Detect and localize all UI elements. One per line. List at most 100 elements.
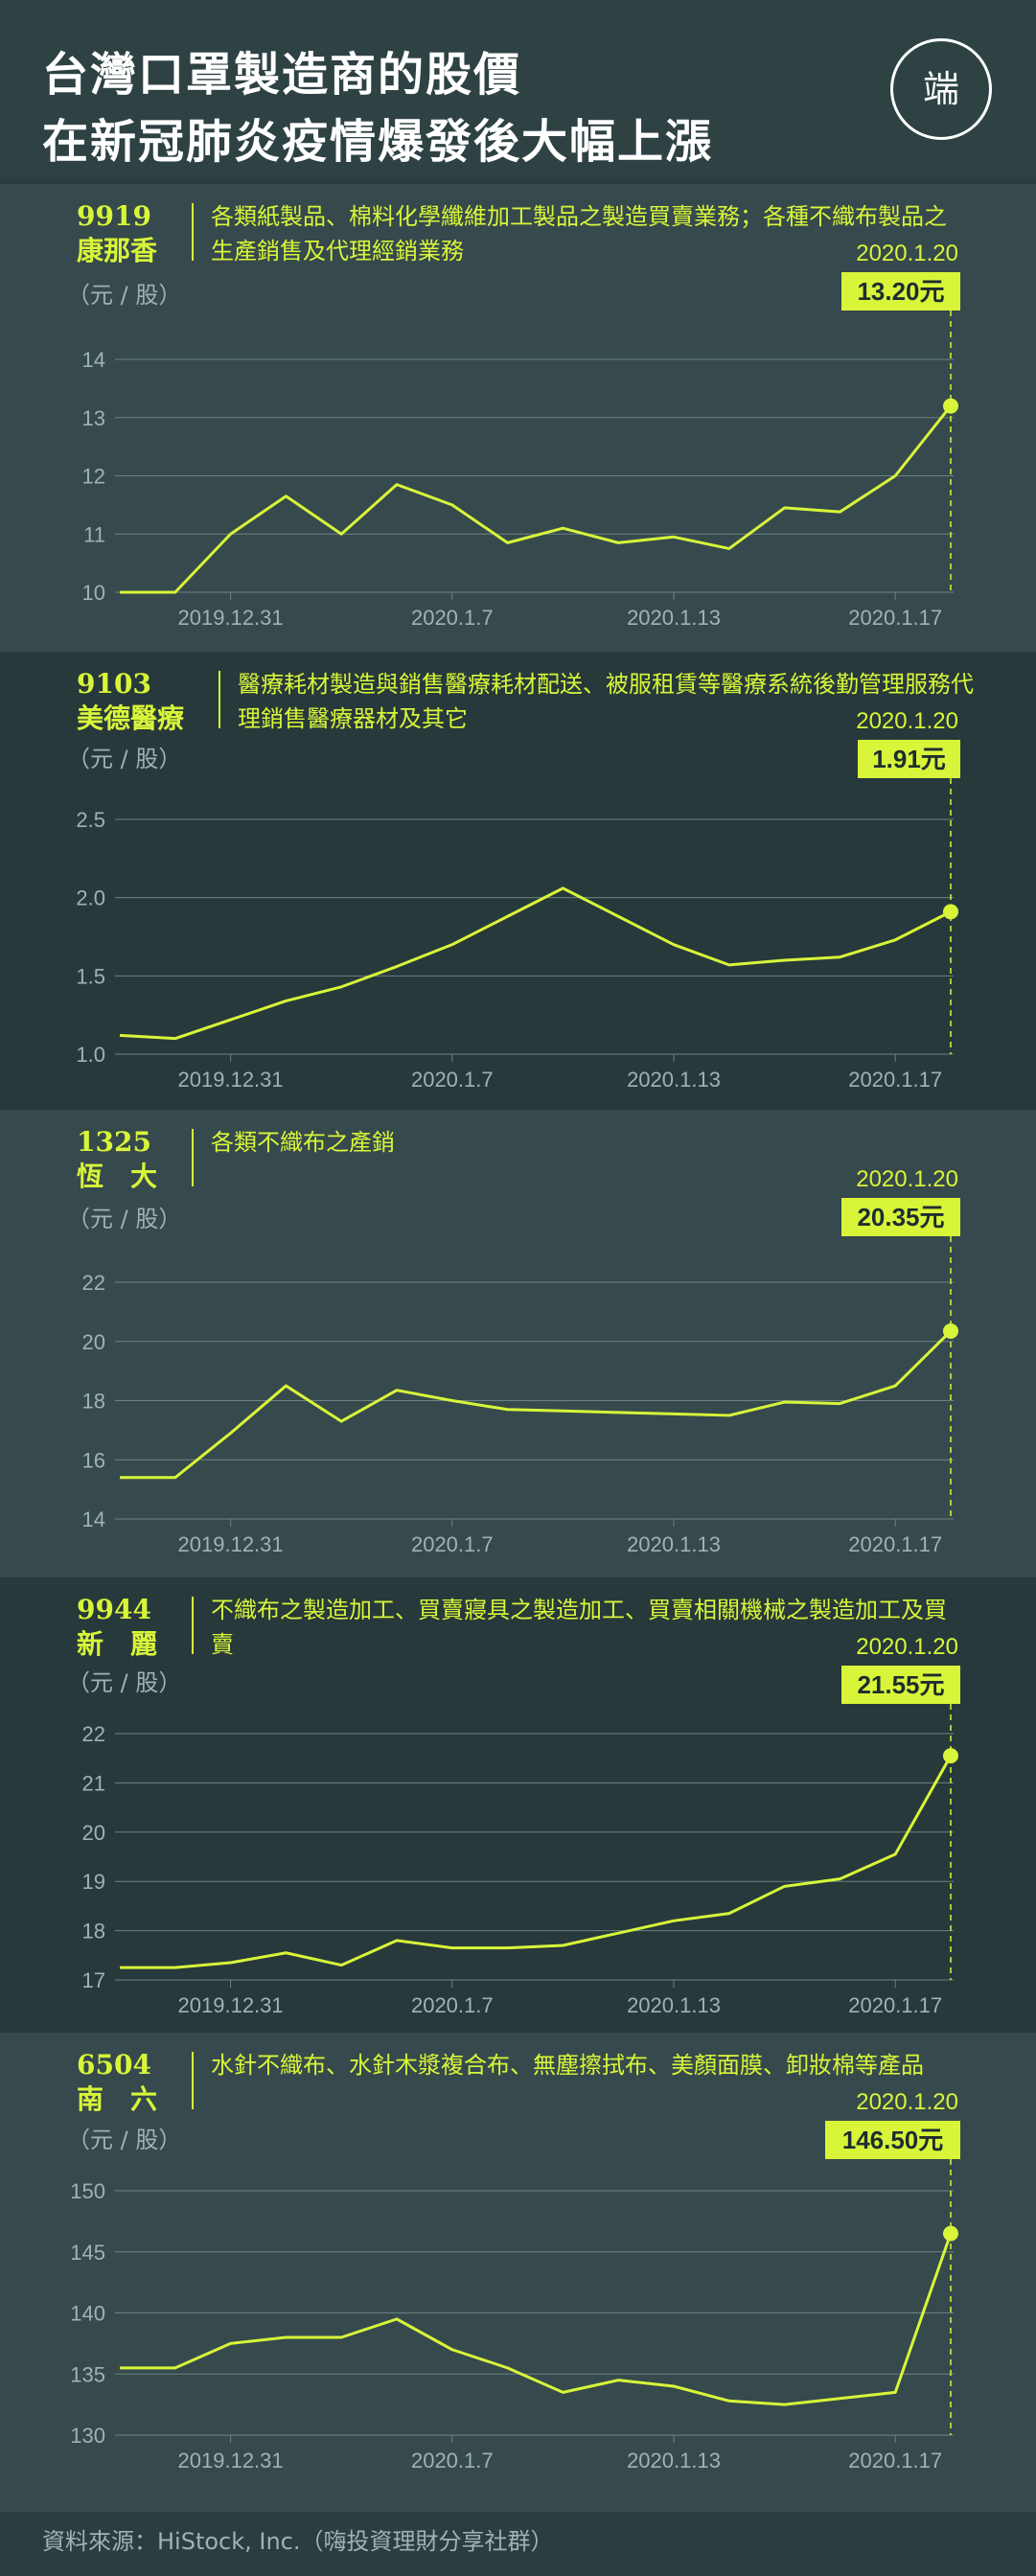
- divider: [192, 1597, 194, 1654]
- divider: [192, 1129, 194, 1186]
- x-tick-label: 2020.1.13: [627, 1532, 721, 1556]
- y-tick-label: 21: [82, 1771, 105, 1795]
- header: 台灣口罩製造商的股價 在新冠肺炎疫情爆發後大幅上漲 端: [0, 0, 1036, 177]
- y-tick-label: 14: [82, 348, 105, 372]
- stock-code: 9919: [77, 200, 151, 232]
- stock-code: 1325: [77, 1126, 151, 1158]
- value-badge-text: 20.35元: [857, 1203, 944, 1231]
- y-tick-label: 13: [82, 406, 105, 430]
- value-badge-text: 13.20元: [857, 277, 944, 306]
- x-tick-label: 2020.1.17: [848, 2449, 942, 2472]
- price-line: [120, 1329, 953, 1480]
- company-name: 新 麗: [77, 1628, 158, 1660]
- x-tick-label: 2020.1.13: [627, 1068, 721, 1092]
- last-date-label: 2020.1.20: [856, 2089, 958, 2115]
- y-tick-label: 2.0: [76, 886, 105, 910]
- unit-label: （元 / 股）: [67, 1206, 182, 1232]
- x-tick-label: 2020.1.13: [627, 606, 721, 630]
- company-name: 南 六: [77, 2083, 158, 2115]
- x-tick-label: 2019.12.31: [178, 1993, 284, 2017]
- last-point: [943, 398, 958, 414]
- x-tick-label: 2020.1.17: [848, 1532, 942, 1556]
- stock-panel-6504: 6504 南 六 水針不織布、水針木漿複合布、無塵擦拭布、美顏面膜、卸妝棉等產品 （元…: [0, 2033, 1036, 2512]
- y-tick-label: 20: [82, 1821, 105, 1845]
- divider: [192, 2052, 194, 2109]
- stock-panel-9103: 9103 美德醫療 醫療耗材製造與銷售醫療耗材配送、被服租賃等醫療系統後勤管理服務代…: [0, 652, 1036, 1110]
- y-tick-label: 145: [70, 2241, 105, 2265]
- unit-label: （元 / 股）: [67, 1669, 182, 1696]
- stock-panel-9919: 9919 康那香 各類紙製品、棉料化學纖維加工製品之製造買賣業務；各種不織布製品之生…: [0, 184, 1036, 652]
- x-tick-label: 2020.1.7: [411, 2449, 494, 2472]
- stock-code: 9103: [77, 668, 151, 700]
- x-tick-label: 2020.1.17: [848, 606, 942, 630]
- line-chart: 17 18 19 20 21 22 2019.12.31 2020.1.7 2020.1.13 2…: [82, 1634, 960, 2017]
- company-name: 恆 大: [77, 1161, 158, 1192]
- y-tick-label: 18: [82, 1920, 105, 1944]
- stock-panel-1325: 1325 恆 大 各類不織布之產銷 （元 / 股） 14 16 18 20 22 2019.12.…: [0, 1110, 1036, 1577]
- y-tick-label: 1.5: [76, 964, 105, 988]
- page-title-line-1: 台灣口罩製造商的股價: [42, 48, 522, 102]
- company-name: 康那香: [77, 235, 158, 266]
- page-title-line-2: 在新冠肺炎疫情爆發後大幅上漲: [42, 115, 714, 169]
- last-point: [943, 2225, 958, 2242]
- x-tick-label: 2020.1.17: [848, 1993, 942, 2017]
- last-date-label: 2020.1.20: [856, 1634, 958, 1660]
- line-chart: 130 135 140 145 150 2019.12.31 2020.1.7 2020.1.…: [70, 2089, 960, 2472]
- value-badge: [841, 1198, 960, 1236]
- divider: [192, 203, 194, 261]
- unit-label: （元 / 股）: [67, 2127, 182, 2153]
- y-tick-label: 17: [82, 1968, 105, 1992]
- x-tick-label: 2020.1.17: [848, 1068, 942, 1092]
- divider: [219, 671, 220, 728]
- y-tick-label: 130: [70, 2424, 105, 2448]
- x-tick-label: 2019.12.31: [178, 1068, 284, 1092]
- y-tick-label: 20: [82, 1330, 105, 1354]
- business-description: 水針不織布、水針木漿複合布、無塵擦拭布、美顏面膜、卸妝棉等產品: [211, 2052, 924, 2079]
- stock-code-name: 9919 康那香: [77, 199, 157, 268]
- value-badge-text: 1.91元: [872, 745, 946, 773]
- x-tick-label: 2019.12.31: [178, 606, 284, 630]
- logo-glyph: 端: [922, 68, 959, 110]
- value-badge-text: 21.55元: [857, 1670, 944, 1699]
- y-tick-label: 1.0: [76, 1043, 105, 1067]
- unit-label: （元 / 股）: [67, 282, 182, 309]
- stock-code: 9944: [77, 1594, 151, 1625]
- x-tick-label: 2020.1.13: [627, 1993, 721, 2017]
- x-tick-label: 2020.1.7: [411, 1993, 494, 2017]
- value-badge: [841, 1666, 960, 1704]
- last-date-label: 2020.1.20: [856, 1166, 958, 1192]
- last-date-label: 2020.1.20: [856, 708, 958, 734]
- y-tick-label: 14: [82, 1507, 105, 1531]
- stock-code-name: 1325 恆 大: [77, 1125, 157, 1194]
- y-tick-label: 11: [83, 522, 105, 546]
- price-line: [120, 2233, 953, 2406]
- business-description: 醫療耗材製造與銷售醫療耗材配送、被服租賃等醫療系統後勤管理服務代理銷售醫療器材及…: [238, 671, 974, 732]
- source-note: 資料來源：HiStock, Inc.（嗨投資理財分享社群）: [42, 2528, 554, 2555]
- y-tick-label: 150: [70, 2179, 105, 2203]
- last-point: [943, 904, 958, 920]
- value-badge: [858, 740, 960, 778]
- x-tick-label: 2020.1.13: [627, 2449, 721, 2472]
- value-badge-text: 146.50元: [842, 2126, 944, 2154]
- stock-code-name: 6504 南 六: [77, 2048, 157, 2117]
- x-tick-label: 2020.1.7: [411, 1532, 494, 1556]
- line-chart: 14 16 18 20 22 2019.12.31 2020.1.7 2020.1.13 202…: [82, 1166, 960, 1556]
- y-tick-label: 16: [82, 1448, 105, 1472]
- business-description: 各類紙製品、棉料化學纖維加工製品之製造買賣業務；各種不織布製品之生產銷售及代理經…: [211, 203, 947, 264]
- price-line: [120, 1755, 953, 1969]
- price-line: [119, 886, 952, 1041]
- y-tick-label: 12: [82, 465, 105, 489]
- stock-panel-9944: 9944 新 麗不織布之製造加工、買賣寢具之製造加工、買賣相關機械之製造加工及買賣…: [0, 1577, 1036, 2033]
- x-tick-label: 2020.1.7: [411, 1068, 494, 1092]
- y-tick-label: 2.5: [76, 808, 105, 832]
- line-chart: 1.0 1.5 2.0 2.5 2019.12.31 2020.1.7 2020.1.13 2…: [76, 708, 960, 1092]
- y-tick-label: 22: [82, 1722, 105, 1746]
- stock-code-name: 9103 美德醫療: [77, 667, 184, 736]
- stock-code: 6504: [77, 2049, 151, 2081]
- x-tick-label: 2019.12.31: [178, 2449, 284, 2472]
- value-badge: [841, 272, 960, 310]
- y-tick-label: 19: [82, 1870, 105, 1894]
- y-tick-label: 10: [82, 581, 105, 605]
- x-tick-label: 2020.1.7: [411, 606, 494, 630]
- last-point: [943, 1322, 958, 1339]
